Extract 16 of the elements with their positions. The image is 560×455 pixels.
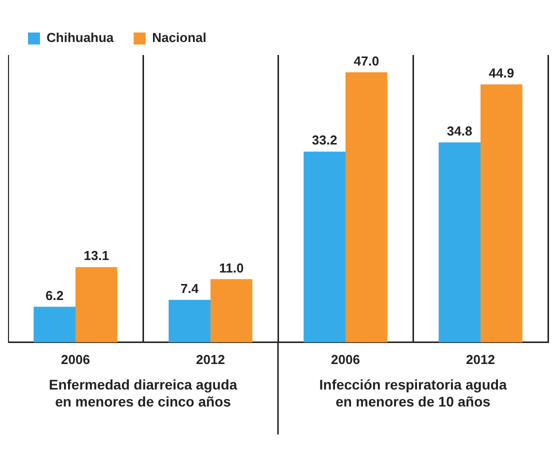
data-label: 33.2: [312, 132, 338, 148]
data-label: 47.0: [354, 53, 380, 68]
data-label: 7.4: [180, 280, 200, 296]
x-tick-label: 2012: [196, 352, 225, 367]
data-label: 44.9: [488, 65, 514, 80]
data-label: 11.0: [219, 260, 244, 276]
x-tick-label: 2006: [61, 352, 90, 367]
x-tick-label: 2012: [466, 352, 495, 367]
data-label: 6.2: [46, 288, 64, 303]
x-tick-label: 2006: [331, 352, 360, 367]
data-label: 34.8: [446, 123, 472, 138]
legend-label: Chihuahua: [46, 30, 114, 46]
legend-label: Nacional: [152, 30, 206, 46]
text: Enfermedad diarreica aguda en menores de cinco años: [48, 376, 238, 410]
data-label: 13.1: [84, 248, 110, 264]
text: Infección respiratoria aguda en menores de 10 años: [319, 376, 507, 410]
